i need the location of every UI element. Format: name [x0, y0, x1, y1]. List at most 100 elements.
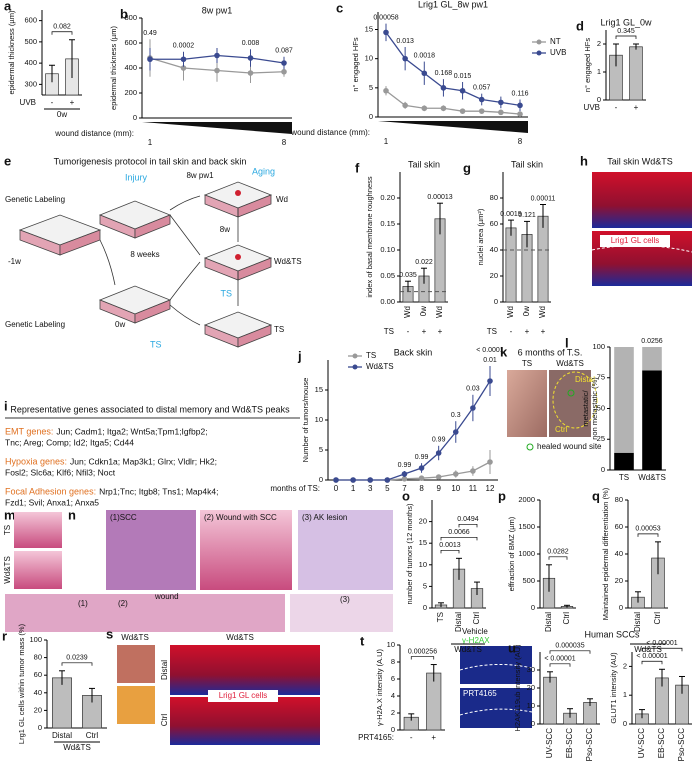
wound-mark [235, 254, 241, 260]
bracket [549, 663, 571, 667]
x-tick-label: 9 [436, 484, 441, 493]
series-line [385, 32, 521, 106]
x-tick-label: 0w [419, 306, 428, 316]
image [549, 370, 591, 437]
x-tick-label: 3 [368, 484, 373, 493]
x-tick-label: TS [619, 473, 629, 482]
point [470, 405, 476, 411]
y-tick-label: 15 [365, 24, 373, 33]
y-tick-label: 20 [615, 576, 623, 585]
y-tick-label: 10 [387, 640, 395, 649]
panel-letter: f [355, 160, 360, 175]
p-value: 0.01 [483, 357, 497, 364]
x-tick-label: UV-SCC [637, 728, 646, 758]
label: Lrig1 GL cells [219, 691, 268, 700]
label: Ctrl [160, 714, 169, 727]
label: Wd&TS [274, 257, 302, 266]
x-tick-label: Wd [506, 306, 515, 318]
x-tick-label: EB-SCC [657, 728, 666, 758]
panel-letter: m [4, 507, 16, 522]
y-tick-label: 10 [365, 54, 373, 63]
x-tick-label: Wd [403, 306, 412, 318]
y-tick-label: 80 [615, 495, 623, 504]
p-value: 0.99 [432, 437, 446, 444]
p-value: < 0.00001 [636, 653, 667, 660]
label: Distal [575, 375, 595, 384]
image [298, 510, 393, 590]
x-tick-label: Wd&TS [638, 473, 666, 482]
group-label: Wd&TS [634, 645, 662, 654]
panel-letter: r [2, 628, 7, 643]
y-axis-label: metastatic/ [581, 389, 590, 426]
bracket [548, 556, 568, 560]
condition-value: + [438, 327, 443, 336]
x-tick-label: Wd [538, 306, 547, 318]
condition-value: + [541, 327, 546, 336]
dashed-line [591, 244, 693, 253]
y-tick-label: 0 [319, 475, 323, 484]
p-value: 0.00011 [531, 195, 556, 202]
label: TS [3, 525, 12, 535]
y-tick-label: 100 [592, 342, 605, 351]
condition-label: PRT4165: [358, 733, 394, 742]
point [401, 476, 408, 482]
panel-letter: t [360, 633, 365, 648]
panel-letter: u [508, 640, 516, 655]
image [460, 646, 532, 684]
x-tick-label: - [615, 103, 618, 112]
y-axis-label: effraction of BMZ (µm) [507, 516, 516, 591]
gene-list: Nrp1;Tnc; Itgb8; Tns1; Map4k4; [99, 486, 218, 496]
y-tick-label: 2 [391, 708, 395, 717]
p-value: 0.035 [399, 272, 417, 279]
point [517, 111, 523, 117]
p-value: 0.000035 [555, 643, 584, 650]
x-tick-label: Ctrl [472, 612, 481, 625]
chart-title: Tail skin [408, 159, 440, 169]
gene-group-name: EMT genes: [5, 426, 53, 436]
bracket [440, 536, 478, 541]
chart-title: 8w pw1 [202, 5, 233, 15]
gene-list: Jun; Cdkn1a; Map3k1; Glrx; Vldlr; Hk2; [70, 456, 217, 466]
gene-group-name: Focal Adhesion genes: [5, 486, 96, 496]
image [14, 551, 62, 589]
y-tick-label: 0 [597, 95, 601, 104]
x-tick-label: Distal [633, 612, 642, 632]
y-tick-label: 25 [597, 434, 605, 443]
x-tick-label: EB-SCC [565, 728, 574, 758]
p-value: 0.3 [451, 412, 461, 419]
label: 8w pw1 [186, 171, 214, 180]
y-tick-label: 800 [124, 13, 137, 22]
point [517, 102, 523, 109]
bar [426, 672, 442, 731]
point [487, 378, 493, 384]
p-value: 0.99 [415, 454, 429, 461]
label: (1)SCC [110, 513, 137, 522]
image [290, 594, 393, 632]
panel-s: s Wd&TS Wd&TS Distal Ctrl Lrig1 GL cells [106, 626, 320, 745]
label-box [600, 235, 670, 247]
y-tick-label: 8 [391, 657, 395, 666]
label: TS [274, 325, 284, 334]
bracket [51, 31, 73, 35]
y-tick-label: 75 [597, 373, 605, 382]
gene-group-name: Hypoxia genes: [5, 456, 67, 466]
p-value: 0.0282 [547, 549, 569, 556]
point [350, 477, 356, 483]
x-tick-label: Distal [52, 731, 72, 740]
gene-list: Jun; Cadm1; Itga2; Wnt5a;Tpm1;Igfbp2; [56, 426, 207, 436]
p-value: 0.168 [435, 70, 453, 77]
image [117, 645, 155, 683]
outline [552, 371, 598, 429]
y-tick-label: 40 [490, 245, 498, 254]
y-tick-label: 80 [34, 653, 42, 662]
x-tick-label: 8 [419, 484, 424, 493]
image [14, 512, 62, 548]
y-tick-label: 0 [601, 465, 605, 474]
point [383, 29, 389, 36]
x-tick-label: + [70, 98, 75, 107]
label: Distal [160, 660, 169, 680]
group-label: Wd&TS [454, 645, 482, 654]
point [452, 429, 459, 435]
label: Wd&TS [121, 633, 149, 642]
point [402, 55, 408, 62]
